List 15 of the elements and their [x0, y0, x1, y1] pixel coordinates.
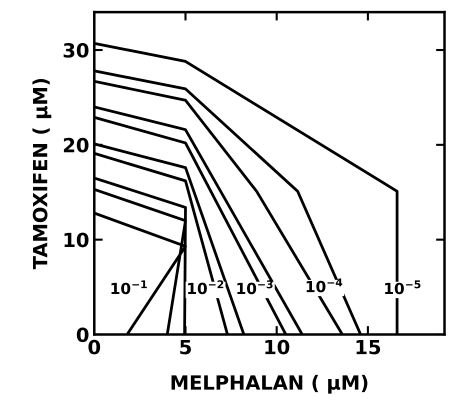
y-tick-label: 10: [64, 232, 88, 248]
annotation: 10$^{−4}$: [306, 278, 342, 292]
y-tick-label: 0: [76, 327, 88, 342]
x-tick-label: 15: [356, 340, 380, 354]
y-tick-label: 20: [64, 138, 88, 153]
annotation: 10$^{−2}$: [188, 280, 224, 294]
annotation: 10$^{−5}$: [385, 280, 420, 294]
x-axis-title: MELPHALAN ( μM): [172, 374, 368, 394]
annotation: 10$^{−1}$: [111, 280, 147, 294]
x-tick-label: 5: [180, 340, 191, 354]
annotation: 10$^{−3}$: [237, 280, 273, 294]
x-tick-label: 10: [265, 340, 290, 354]
y-tick-label: 30: [64, 42, 88, 58]
x-tick-label: 0: [88, 340, 100, 354]
y-axis-title: TAMOXIFEN ( μM): [32, 78, 52, 270]
